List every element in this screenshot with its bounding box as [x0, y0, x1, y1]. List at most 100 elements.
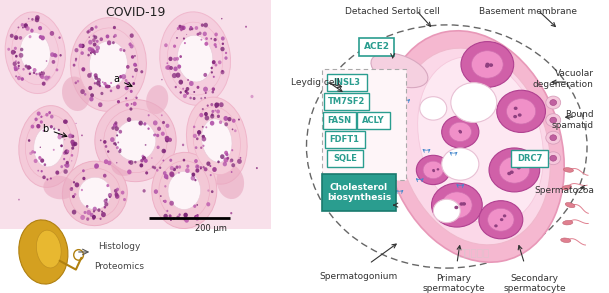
- Circle shape: [74, 193, 76, 196]
- Circle shape: [46, 60, 48, 62]
- Circle shape: [140, 70, 143, 73]
- Circle shape: [40, 146, 41, 148]
- Circle shape: [86, 217, 90, 221]
- Circle shape: [134, 161, 136, 163]
- Circle shape: [35, 15, 40, 20]
- Circle shape: [38, 156, 41, 160]
- Circle shape: [53, 127, 55, 130]
- Circle shape: [39, 26, 42, 30]
- Circle shape: [514, 107, 518, 110]
- Circle shape: [507, 99, 536, 124]
- Circle shape: [222, 42, 224, 45]
- Circle shape: [185, 218, 189, 223]
- Circle shape: [55, 171, 59, 175]
- Circle shape: [169, 66, 173, 70]
- Circle shape: [238, 119, 240, 120]
- Circle shape: [176, 37, 178, 39]
- Circle shape: [178, 80, 183, 85]
- Circle shape: [156, 169, 158, 172]
- Circle shape: [36, 124, 40, 128]
- Circle shape: [17, 61, 19, 64]
- Ellipse shape: [33, 126, 64, 167]
- Circle shape: [119, 48, 122, 52]
- Ellipse shape: [104, 109, 167, 173]
- Ellipse shape: [152, 152, 217, 229]
- Circle shape: [80, 89, 85, 94]
- Circle shape: [170, 166, 174, 171]
- Circle shape: [202, 108, 204, 110]
- Circle shape: [90, 27, 94, 31]
- Circle shape: [106, 85, 110, 88]
- Circle shape: [161, 114, 163, 116]
- Circle shape: [109, 196, 111, 198]
- Circle shape: [87, 73, 91, 78]
- Circle shape: [203, 32, 207, 36]
- Circle shape: [211, 91, 214, 93]
- Circle shape: [110, 82, 112, 84]
- Text: FDFT1: FDFT1: [329, 135, 360, 144]
- Circle shape: [50, 31, 54, 36]
- Circle shape: [183, 159, 185, 161]
- Circle shape: [119, 130, 122, 134]
- Circle shape: [101, 211, 103, 213]
- Text: INSL3: INSL3: [334, 78, 361, 86]
- Circle shape: [212, 87, 215, 91]
- Circle shape: [90, 93, 94, 97]
- Circle shape: [177, 27, 180, 30]
- Ellipse shape: [62, 161, 127, 226]
- Circle shape: [71, 154, 73, 157]
- Circle shape: [18, 26, 19, 28]
- Circle shape: [71, 142, 76, 147]
- Circle shape: [221, 18, 222, 19]
- Circle shape: [111, 126, 114, 130]
- Circle shape: [94, 163, 99, 168]
- Circle shape: [113, 35, 115, 38]
- Circle shape: [13, 66, 18, 70]
- Text: ACE2: ACE2: [364, 42, 390, 51]
- Circle shape: [27, 66, 31, 69]
- Circle shape: [53, 53, 57, 57]
- Circle shape: [101, 212, 106, 217]
- Circle shape: [186, 34, 187, 35]
- Circle shape: [63, 169, 68, 174]
- Circle shape: [200, 146, 202, 149]
- Circle shape: [128, 161, 131, 164]
- Circle shape: [60, 145, 62, 146]
- Ellipse shape: [26, 115, 72, 178]
- Circle shape: [195, 216, 199, 221]
- Circle shape: [180, 55, 182, 58]
- Circle shape: [116, 162, 118, 163]
- Ellipse shape: [79, 177, 111, 209]
- Circle shape: [74, 48, 79, 52]
- Ellipse shape: [37, 230, 61, 268]
- Circle shape: [93, 207, 97, 211]
- Circle shape: [58, 133, 60, 136]
- Text: Cholesterol
biosynthesis: Cholesterol biosynthesis: [327, 183, 391, 202]
- Circle shape: [227, 117, 231, 121]
- Ellipse shape: [160, 12, 231, 105]
- Circle shape: [64, 139, 65, 140]
- Circle shape: [18, 65, 20, 67]
- Circle shape: [166, 177, 169, 180]
- Circle shape: [93, 51, 96, 54]
- Ellipse shape: [95, 100, 176, 182]
- Circle shape: [207, 189, 209, 192]
- Circle shape: [114, 121, 118, 125]
- Text: Proteomics: Proteomics: [94, 262, 144, 271]
- Circle shape: [33, 72, 35, 74]
- Circle shape: [64, 120, 68, 124]
- Circle shape: [98, 102, 102, 107]
- Circle shape: [224, 116, 228, 121]
- Text: Secondary
spermatocyte: Secondary spermatocyte: [503, 274, 566, 293]
- Circle shape: [116, 85, 120, 89]
- Circle shape: [131, 55, 134, 59]
- Circle shape: [93, 217, 95, 220]
- Ellipse shape: [79, 28, 138, 101]
- Circle shape: [202, 145, 205, 147]
- Circle shape: [46, 178, 48, 180]
- Circle shape: [75, 59, 77, 62]
- Circle shape: [223, 162, 227, 166]
- Circle shape: [11, 50, 15, 55]
- Circle shape: [442, 192, 472, 218]
- Text: Round
spamatid: Round spamatid: [552, 110, 594, 130]
